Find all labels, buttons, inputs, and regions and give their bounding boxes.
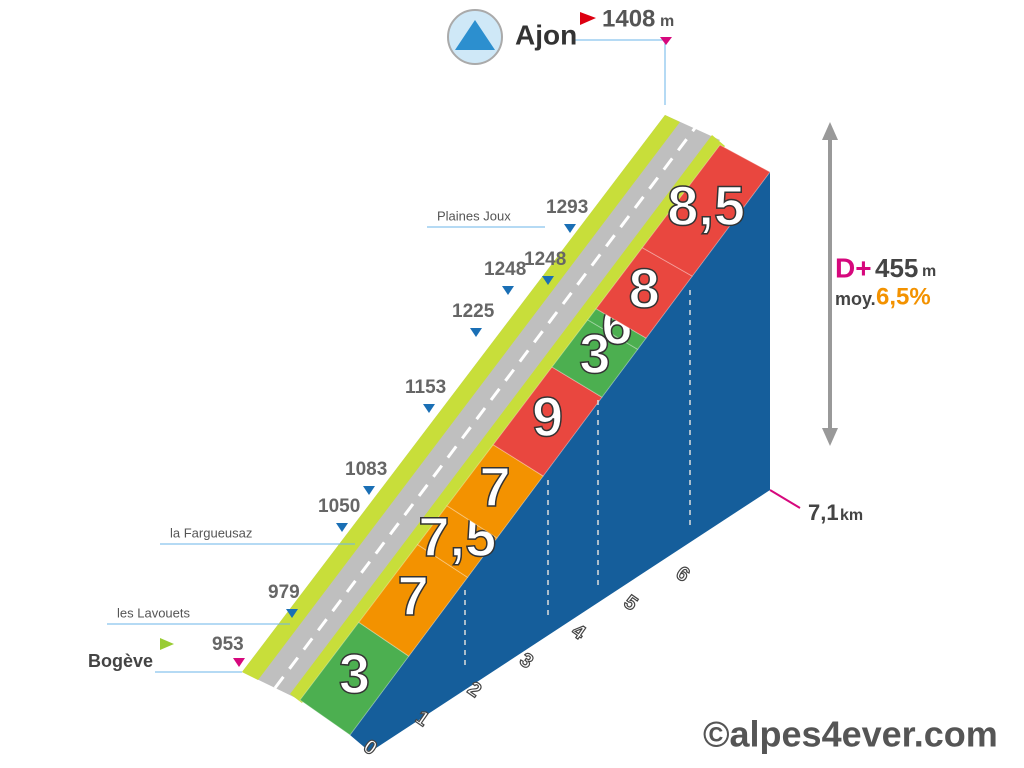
gradient-segment <box>641 144 771 277</box>
altitude-marker <box>363 486 375 495</box>
road <box>242 115 720 700</box>
gradient-label: 8 <box>629 256 660 319</box>
altitude-label: 1153 <box>405 377 446 398</box>
start-marker <box>233 658 245 667</box>
side-face <box>350 172 770 752</box>
place-label: la Fargueusaz <box>170 525 252 540</box>
summit-unit: m <box>660 13 674 30</box>
km-tick: 5 <box>620 591 642 615</box>
altitude-label: 1225 <box>452 301 495 322</box>
altitude-marker <box>470 328 482 337</box>
altitude-marker <box>286 609 298 618</box>
altitude-label: 1050 <box>318 496 360 517</box>
summit-flag <box>580 12 596 25</box>
altitude-marker <box>336 523 348 532</box>
gradient-label: 7 <box>480 455 511 518</box>
altitude-label: 1293 <box>546 197 588 218</box>
avg: 6,5% <box>876 283 931 310</box>
altitude-label: 979 <box>268 582 300 603</box>
gradient-label: 8,5 <box>667 174 745 237</box>
altitude-marker <box>423 404 435 413</box>
summit-marker <box>660 37 672 45</box>
road-edge <box>242 115 680 680</box>
road-line <box>273 127 697 689</box>
logo-mountain <box>455 20 495 50</box>
altitude-marker <box>564 224 576 233</box>
gradient-label: 3 <box>579 322 610 385</box>
altitude-marker <box>502 286 514 295</box>
road-edge <box>290 135 725 703</box>
altitude-marker <box>542 276 554 285</box>
avg-label: moy. <box>835 289 876 309</box>
dplus-unit: m <box>922 263 936 280</box>
start-flag <box>160 638 174 650</box>
gradient-label: 9 <box>532 385 563 448</box>
dplus-label: D+ <box>835 252 872 283</box>
watermark: ©alpes4ever.com <box>703 714 998 755</box>
gradient-label: 7 <box>398 564 429 627</box>
altitude-label: 1083 <box>345 459 387 480</box>
summit-name: Ajon <box>515 19 577 50</box>
distance-unit: km <box>840 507 863 524</box>
place-label: les Lavouets <box>117 605 190 620</box>
start-altitude: 953 <box>212 634 244 655</box>
place-label: Plaines Joux <box>437 208 511 223</box>
summit-altitude: 1408 <box>602 5 655 32</box>
distance: 7,1 <box>808 500 839 525</box>
dplus: 455 <box>875 253 918 283</box>
km-tick: 4 <box>568 620 590 645</box>
gradient-label: 3 <box>339 642 370 705</box>
altitude-label: 1248 <box>524 249 566 270</box>
arrow-head <box>822 428 838 446</box>
start-name: Bogève <box>88 651 153 671</box>
arrow-head <box>822 122 838 140</box>
km-tick: 6 <box>672 562 694 586</box>
altitude-label: 1248 <box>484 259 526 280</box>
end-tick <box>769 489 801 509</box>
summit-leader <box>575 39 666 105</box>
